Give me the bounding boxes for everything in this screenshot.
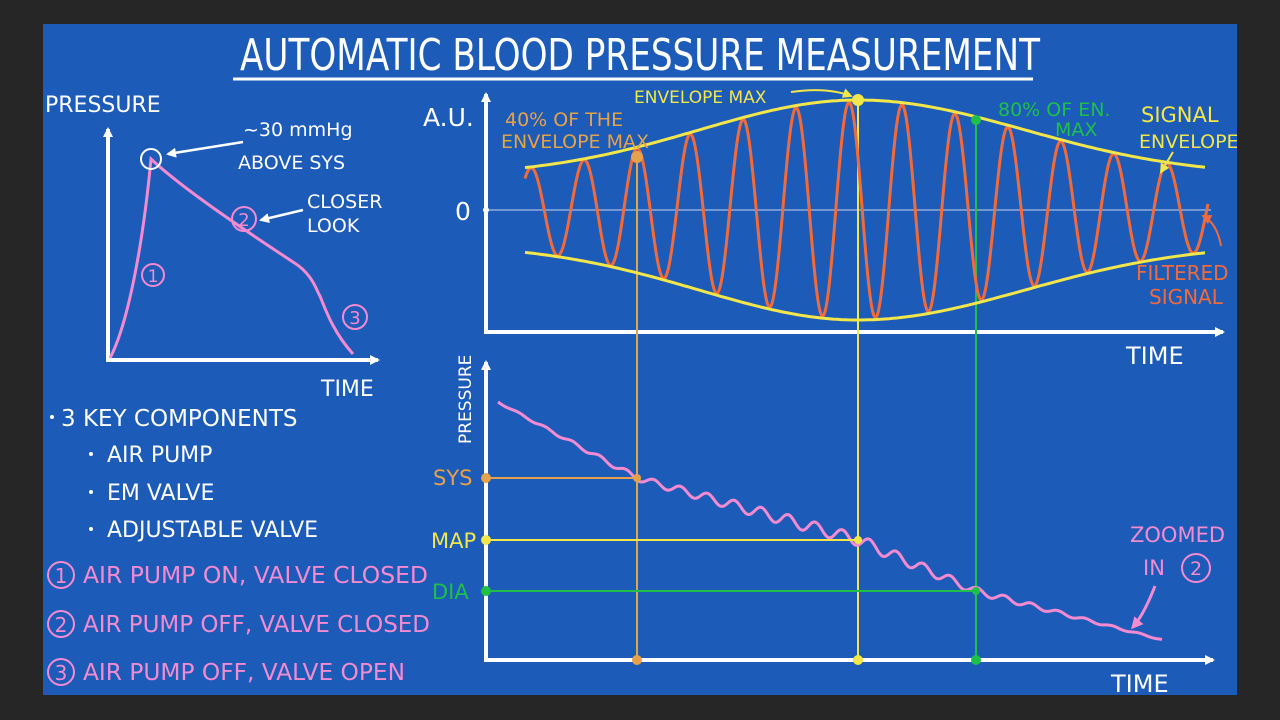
phase-1-circle	[47, 561, 75, 589]
envelope-max-label: ENVELOPE MAX	[634, 88, 767, 108]
bullet	[89, 490, 93, 494]
eighty-percent-label-1: 80% OF EN.	[998, 99, 1110, 121]
zoomed-deflation-curve	[497, 400, 1163, 641]
map-time-dot	[853, 655, 863, 665]
phase-2-number: 2	[55, 613, 68, 637]
peak-note-1: ~30 mmHg	[243, 119, 353, 141]
map-curve-dot	[854, 536, 862, 544]
sys-axis-dot	[481, 473, 491, 483]
left-y-label: PRESSURE	[45, 93, 161, 118]
diagram-canvas: AUTOMATIC BLOOD PRESSURE MEASUREMENT PRE…	[45, 30, 1237, 695]
zero-label: 0	[455, 197, 471, 226]
zoomed-marker-text: 2	[1190, 558, 1202, 580]
sys-label: SYS	[433, 466, 473, 490]
sys-curve-dot	[633, 474, 641, 482]
closer-look-arrow	[259, 208, 304, 224]
top-y-label: A.U.	[423, 103, 474, 132]
left-x-label: TIME	[320, 377, 374, 402]
marker-2-text: 2	[238, 210, 249, 231]
filtered-signal-wave	[523, 100, 1210, 319]
sys-time-dot	[632, 655, 642, 665]
forty-percent-label-1: 40% OF THE	[505, 109, 623, 131]
closer-look-2: LOOK	[307, 215, 360, 237]
components-heading: 3 KEY COMPONENTS	[61, 406, 298, 432]
page-title: AUTOMATIC BLOOD PRESSURE MEASUREMENT	[240, 30, 1040, 81]
component-item-3: ADJUSTABLE VALVE	[107, 518, 318, 543]
signal-envelope-upper	[524, 98, 1206, 170]
top-x-label: TIME	[1125, 342, 1184, 370]
zero-dot	[483, 207, 489, 213]
filtered-signal-label-1: FILTERED	[1136, 261, 1229, 285]
zoomed-arrow	[1131, 585, 1157, 630]
component-item-1: AIR PUMP	[107, 443, 212, 468]
cuff-pressure-graph: PRESSURE TIME SYS MAP DIA ZOOMED IN 2	[431, 355, 1225, 695]
marker-1-circle	[141, 263, 165, 287]
dia-axis-dot	[481, 586, 491, 596]
dia-curve-dot	[972, 587, 980, 595]
eighty-percent-point	[971, 115, 981, 125]
marker-1-text: 1	[148, 267, 159, 287]
peak-arrow	[166, 140, 244, 158]
signal-envelope-lower	[524, 250, 1206, 322]
bullet	[89, 527, 93, 531]
zoomed-marker-circle	[1181, 553, 1211, 583]
key-components: 3 KEY COMPONENTS AIR PUMP EM VALVE ADJUS…	[50, 406, 318, 543]
signal-envelope-arrow	[1159, 151, 1174, 174]
dia-label: DIA	[432, 580, 469, 604]
phase-2-circle	[47, 610, 75, 638]
zoomed-label-2: IN	[1143, 556, 1165, 580]
eighty-percent-label-2: MAX	[1055, 119, 1097, 141]
marker-2-circle	[231, 206, 257, 232]
chalkboard: AUTOMATIC BLOOD PRESSURE MEASUREMENT PRE…	[43, 24, 1237, 695]
phase-1-number: 1	[55, 564, 68, 588]
signal-envelope-label-1: SIGNAL	[1141, 103, 1219, 127]
envelope-max-point	[852, 94, 864, 106]
map-label: MAP	[431, 529, 476, 553]
marker-3-circle	[342, 304, 368, 330]
phase-3-circle	[47, 658, 75, 686]
peak-circle	[140, 148, 162, 170]
bottom-y-label: PRESSURE	[456, 355, 476, 444]
zoomed-label-1: ZOOMED	[1130, 523, 1225, 547]
phase-3-text: AIR PUMP OFF, VALVE OPEN	[83, 660, 405, 686]
bullet	[89, 452, 93, 456]
phase-1-text: AIR PUMP ON, VALVE CLOSED	[83, 563, 428, 589]
filtered-signal-label-2: SIGNAL	[1149, 285, 1224, 309]
phase-3-number: 3	[55, 661, 68, 685]
map-axis-dot	[481, 535, 491, 545]
envelope-max-arrow	[790, 88, 853, 98]
peak-note-2: ABOVE SYS	[238, 152, 345, 174]
marker-3-text: 3	[349, 308, 360, 329]
signal-envelope-label-2: ENVELOPE	[1139, 131, 1237, 153]
dia-time-dot	[971, 655, 981, 665]
forty-percent-label-2: ENVELOPE MAX	[501, 131, 649, 153]
bottom-x-label: TIME	[1110, 670, 1169, 695]
oscillation-graph: A.U. 0 TIME ENVELOPE MAX 40% OF THE ENVE…	[423, 88, 1237, 660]
component-item-2: EM VALVE	[107, 481, 214, 506]
closer-look-1: CLOSER	[307, 191, 382, 213]
filtered-signal-arrow	[1201, 215, 1222, 247]
bullet	[50, 415, 54, 419]
forty-percent-point	[631, 151, 643, 163]
left-pressure-graph: PRESSURE TIME ~30 mmHg ABOVE SYS CLOSER …	[45, 93, 382, 402]
cuff-pressure-curve	[108, 155, 355, 359]
phase-2-text: AIR PUMP OFF, VALVE CLOSED	[83, 612, 430, 638]
phase-list: 1 AIR PUMP ON, VALVE CLOSED 2 AIR PUMP O…	[47, 561, 430, 686]
